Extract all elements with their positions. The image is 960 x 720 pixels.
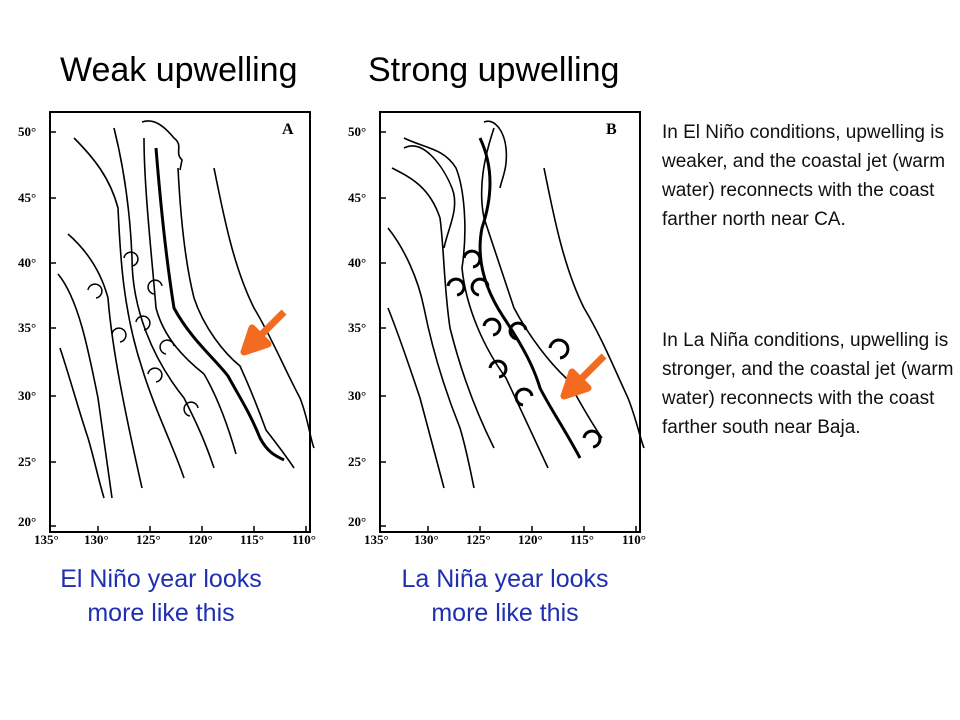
map-a-coastal-jet	[154, 147, 285, 462]
map-a-stream-4	[67, 233, 143, 489]
map-a-stream-5	[57, 273, 113, 499]
el-nino-caption-line2: more like this	[87, 599, 235, 627]
map-a-xlabel-110: 110°	[292, 532, 316, 547]
map-b-ylabel-25: 25°	[348, 454, 366, 469]
map-a-frame	[49, 111, 311, 533]
map-a-eddy-3	[147, 279, 163, 295]
map-b-stream-3	[387, 227, 475, 489]
map-b-eddy-4	[482, 317, 502, 337]
map-b-ylabel-20: 20°	[348, 514, 366, 529]
el-nino-caption-line1: El Niño year looks	[60, 565, 262, 593]
map-a-xlabel-115: 115°	[240, 532, 264, 547]
weak-upwelling-title: Weak upwelling	[60, 51, 298, 89]
map-b-eddy-6	[548, 338, 570, 360]
map-a-ylabel-50: 50°	[18, 124, 36, 139]
map-b-coast-top	[483, 120, 508, 189]
map-b-xlabel-135: 135°	[364, 532, 389, 547]
map-a-ylabel-25: 25°	[18, 454, 36, 469]
el-nino-explanation: In El Niño conditions, upwelling is weak…	[662, 122, 946, 230]
map-a-eddy-5	[111, 327, 127, 343]
map-a-stream-3	[73, 137, 185, 479]
map-b-eddy-2	[446, 277, 466, 297]
map-a-xlabel-135: 135°	[34, 532, 59, 547]
map-b-ylabel-40: 40°	[348, 255, 366, 270]
map-b-coastal-jet	[478, 137, 582, 459]
map-a-x-ticks	[49, 526, 307, 532]
orange-arrow-south-icon	[560, 353, 607, 400]
map-b-stream-4	[387, 307, 445, 489]
strong-upwelling-title: Strong upwelling	[368, 51, 620, 89]
map-a-xlabel-125: 125°	[136, 532, 161, 547]
map-b-eddies	[446, 249, 602, 449]
el-nino-caption: El Niño year looks more like this	[6, 562, 316, 630]
map-b-ylabel-45: 45°	[348, 190, 366, 205]
map-a-stream-2	[113, 127, 215, 469]
map-a-eddy-2	[87, 283, 103, 299]
map-a-ylabel-40: 40°	[18, 255, 36, 270]
la-nina-caption: La Niña year looks more like this	[350, 562, 660, 630]
map-a-xlabel-120: 120°	[188, 532, 213, 547]
map-a-eddies	[87, 251, 199, 417]
map-b-xlabel-115: 115°	[570, 532, 594, 547]
map-b-xlabel-125: 125°	[466, 532, 491, 547]
map-a-stream-6	[59, 347, 105, 499]
map-b-svg: 50° 45° 40° 35° 30° 25° 20° 135° 130° 12…	[348, 111, 646, 547]
map-a-eddy-7	[147, 367, 163, 383]
map-a-coastline	[177, 167, 295, 469]
map-b-ylabel-50: 50°	[348, 124, 366, 139]
map-a-y-ticks	[50, 131, 56, 527]
map-a-svg: 50° 45° 40° 35° 30° 25° 20° 135° 130° 12…	[18, 111, 316, 547]
map-b-streamlines	[387, 120, 645, 489]
map-a-ylabel-30: 30°	[18, 388, 36, 403]
map-b-eddy-9	[582, 429, 602, 449]
map-b-letter: B	[606, 121, 617, 138]
map-b-xlabel-120: 120°	[518, 532, 543, 547]
map-a-xlabel-130: 130°	[84, 532, 109, 547]
map-a-letter: A	[282, 121, 294, 138]
map-b-xlabel-130: 130°	[414, 532, 439, 547]
la-nina-caption-line2: more like this	[431, 599, 579, 627]
map-b-xlabel-110: 110°	[622, 532, 646, 547]
map-b-x-ticks	[379, 526, 637, 532]
map-a-streamlines	[57, 120, 315, 499]
map-b-eddy-1	[462, 249, 482, 269]
map-a-ylabel-20: 20°	[18, 514, 36, 529]
map-b-frame	[379, 111, 641, 533]
orange-arrow-north-icon	[240, 309, 287, 356]
map-a-coast-top	[141, 120, 183, 171]
map-b-stream-5	[403, 145, 456, 249]
map-b-stream-2	[391, 167, 495, 449]
map-a-stream-1	[143, 137, 237, 455]
map-b-eddy-3	[470, 277, 490, 297]
map-b-y-ticks	[380, 131, 386, 527]
map-a-eddy-6	[159, 339, 175, 355]
map-a-eddy-4	[135, 315, 151, 331]
map-a-ylabel-35: 35°	[18, 320, 36, 335]
map-a-eddy-1	[123, 251, 139, 267]
map-a-ylabel-45: 45°	[18, 190, 36, 205]
map-b-outer-land	[543, 167, 645, 449]
map-b-eddy-5	[508, 321, 528, 341]
la-nina-caption-line1: La Niña year looks	[401, 565, 609, 593]
map-panel-b: 50° 45° 40° 35° 30° 25° 20° 135° 130° 12…	[344, 108, 646, 548]
map-b-eddy-8	[514, 387, 534, 407]
la-nina-explanation: In La Niña conditions, upwelling is stro…	[662, 330, 954, 438]
map-b-eddy-7	[488, 359, 508, 379]
map-b-ylabel-35: 35°	[348, 320, 366, 335]
map-b-ylabel-30: 30°	[348, 388, 366, 403]
map-panel-a: 50° 45° 40° 35° 30° 25° 20° 135° 130° 12…	[14, 108, 316, 548]
map-a-eddy-8	[183, 401, 199, 417]
